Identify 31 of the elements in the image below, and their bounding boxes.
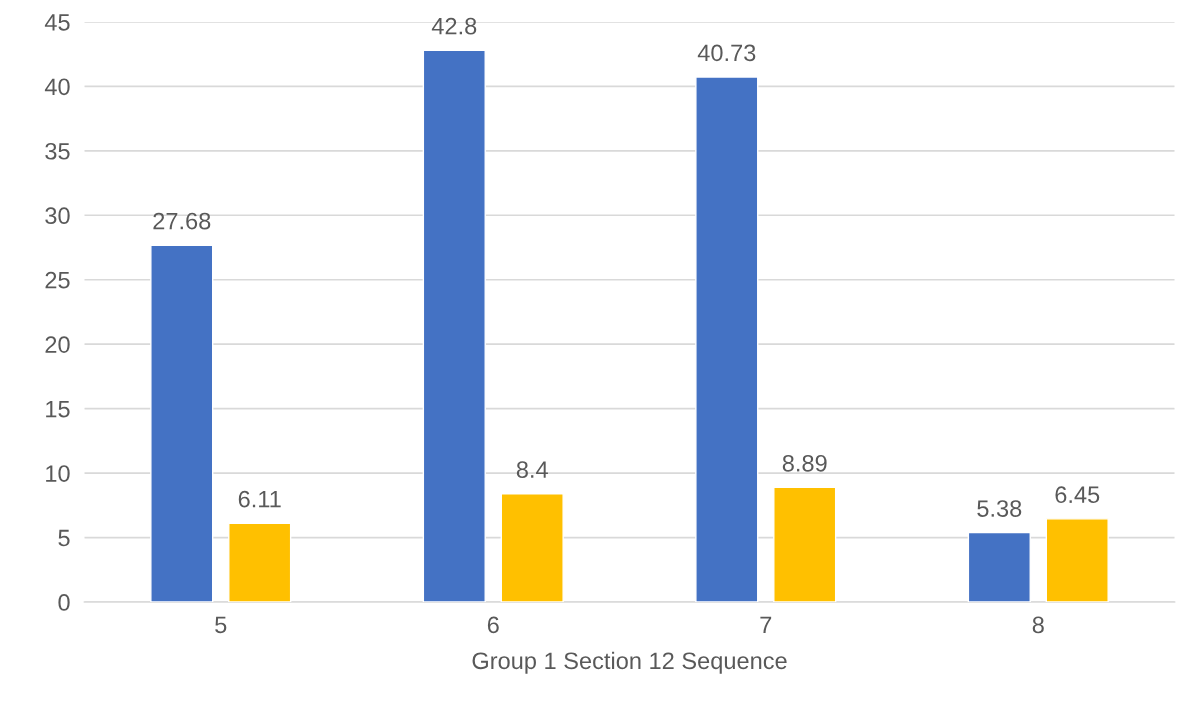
y-tick-label: 25 — [45, 271, 70, 289]
y-tick-label: 40 — [44, 78, 70, 96]
data-label: 40.73 — [697, 44, 756, 62]
data-label: 27.68 — [153, 212, 211, 230]
y-tick-label: 0 — [58, 594, 70, 611]
bar — [1045, 518, 1109, 603]
data-label: 6.45 — [1055, 486, 1100, 504]
bar — [967, 531, 1031, 603]
data-label: 5.38 — [977, 500, 1022, 517]
bar — [773, 486, 837, 603]
x-tick-label: 5 — [215, 616, 227, 634]
x-tick-label: 6 — [487, 616, 499, 634]
y-tick-label: 10 — [46, 465, 70, 482]
y-tick-label: 45 — [44, 14, 70, 31]
bar — [228, 522, 292, 603]
bar — [695, 76, 759, 603]
data-label: 42.8 — [431, 17, 477, 35]
x-tick-label: 8 — [1032, 616, 1044, 634]
x-axis-title: Group 1 Section 12 Sequence — [472, 651, 787, 674]
bar — [500, 493, 564, 603]
y-tick-label: 5 — [58, 529, 70, 547]
data-label: 8.4 — [516, 461, 548, 478]
y-tick-label: 20 — [45, 336, 70, 353]
y-tick-label: 30 — [45, 207, 70, 225]
bar — [150, 244, 214, 603]
y-tick-label: 15 — [46, 400, 70, 418]
data-label: 6.11 — [238, 490, 281, 508]
bar — [422, 49, 486, 603]
data-label: 8.89 — [782, 454, 827, 472]
y-tick-label: 35 — [45, 142, 70, 160]
x-tick-label: 7 — [760, 616, 772, 634]
